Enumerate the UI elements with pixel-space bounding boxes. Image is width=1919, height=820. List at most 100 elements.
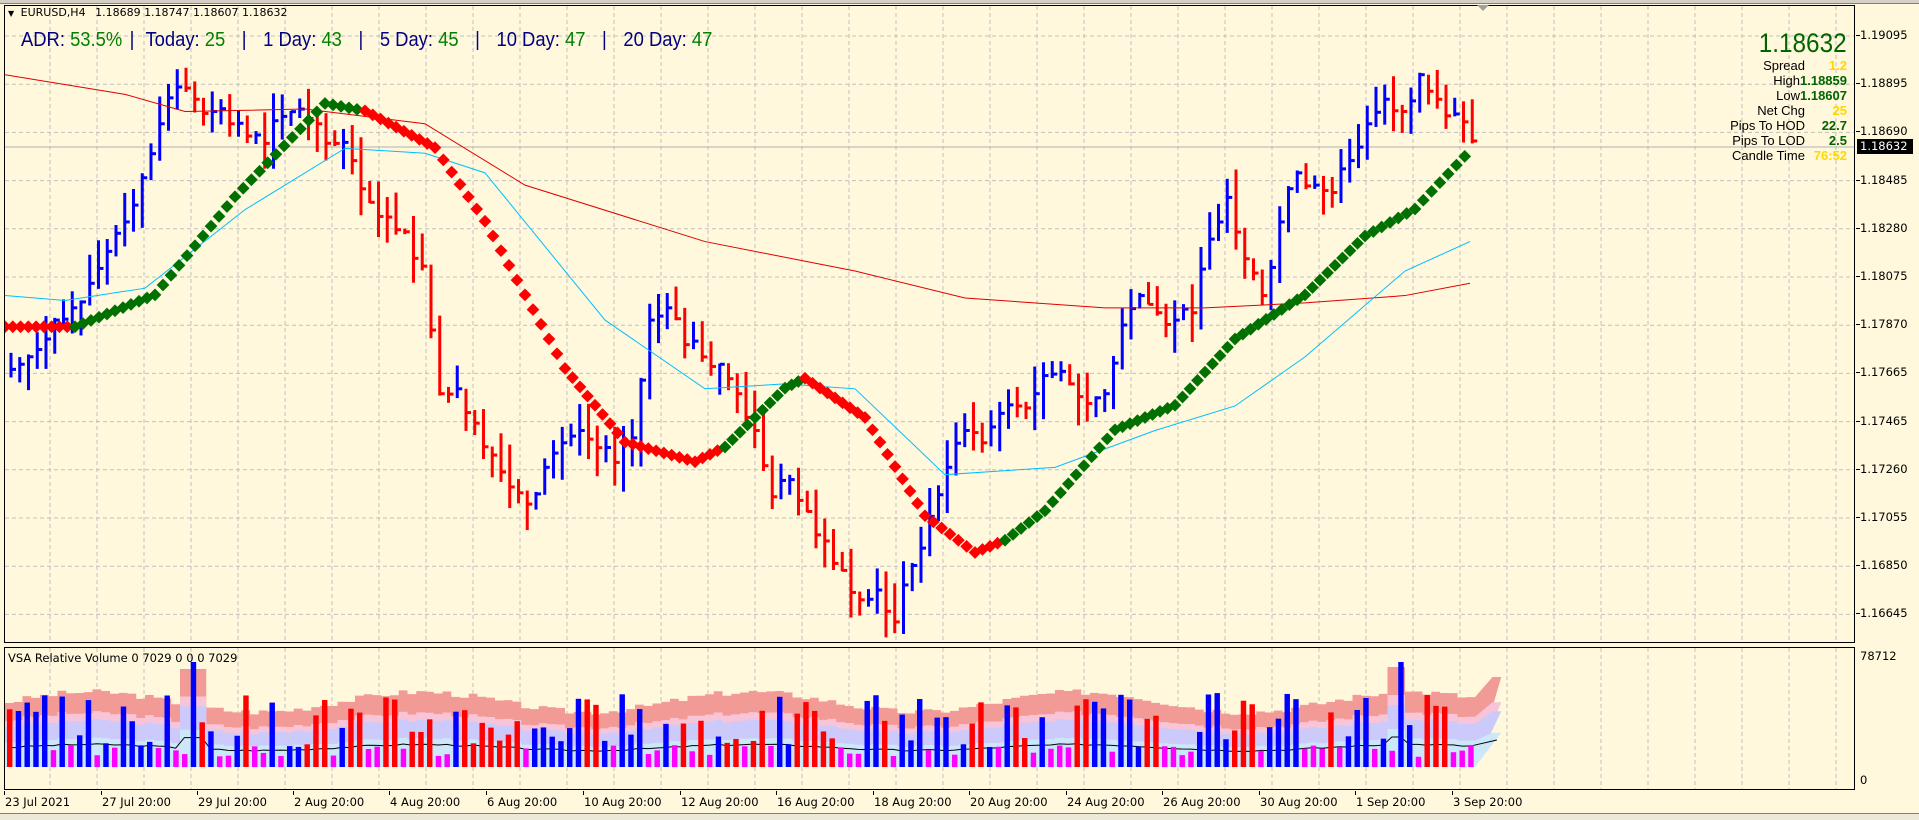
info-key: Net Chg (1757, 103, 1805, 118)
time-tick (873, 791, 874, 795)
price-label: 1.18895 (1860, 76, 1908, 91)
time-tick (389, 791, 390, 795)
adr-value-0: 53.5% (70, 29, 123, 51)
time-tick (4, 791, 5, 795)
adr-value-1: 25 (204, 29, 226, 51)
current-price-large: 1.18632 (1759, 28, 1847, 58)
price-label: 1.17260 (1860, 461, 1908, 476)
time-tick (486, 791, 487, 795)
adr-value-4: 47 (565, 29, 586, 51)
info-value: 22.7 (1821, 118, 1847, 133)
info-row-net-chg: Net Chg 25 (1757, 103, 1847, 118)
chart-header: ▼ EURUSD,H4 1.18689 1.18747 1.18607 1.18… (8, 6, 288, 19)
info-key: Pips To LOD (1732, 133, 1805, 148)
window-top-border (0, 0, 1919, 4)
price-label: 1.18485 (1860, 172, 1908, 187)
time-label: 2 Aug 20:00 (294, 795, 365, 809)
info-row-pips-to-hod: Pips To HOD 22.7 (1730, 118, 1847, 133)
time-label: 23 Jul 2021 (5, 795, 71, 809)
price-tick (1856, 517, 1860, 518)
price-tick (1856, 227, 1860, 229)
adr-value-5: 47 (691, 29, 713, 51)
time-tick (293, 791, 294, 795)
info-row-candle-time: Candle Time 76:52 (1732, 148, 1847, 163)
time-tick (1259, 791, 1260, 795)
price-label: 1.18280 (1860, 220, 1908, 235)
info-value: 2.5 (1828, 133, 1847, 148)
price-tick (1856, 468, 1860, 470)
time-tick (1162, 791, 1163, 795)
dropdown-triangle-icon[interactable]: ▼ (8, 9, 15, 18)
price-tick (1856, 179, 1860, 181)
info-row-high: High1.18859 (1773, 73, 1847, 88)
volume-indicator-pane[interactable] (4, 647, 1855, 790)
adr-label-0: ADR: (21, 29, 71, 51)
time-tick (1066, 791, 1067, 795)
time-label: 1 Sep 20:00 (1356, 795, 1426, 809)
info-row-pips-to-lod: Pips To LOD 2.5 (1732, 133, 1847, 148)
price-tick (1856, 372, 1860, 374)
time-tick (197, 791, 198, 795)
price-label: 1.17665 (1860, 365, 1908, 380)
adr-value-2: 43 (321, 29, 342, 51)
time-tick (776, 791, 777, 795)
adr-separator: | (475, 29, 480, 51)
time-axis[interactable]: 23 Jul 2021 27 Jul 20:00 29 Jul 20:00 2 Aug… (4, 791, 1855, 813)
time-label: 12 Aug 20:00 (681, 795, 759, 809)
price-tick (1856, 324, 1860, 326)
price-tick (1856, 613, 1860, 615)
adr-separator: | (602, 29, 607, 51)
time-label: 18 Aug 20:00 (874, 795, 952, 809)
price-chart-pane[interactable] (4, 5, 1855, 643)
time-tick (1452, 791, 1453, 795)
price-label: 1.17870 (1860, 317, 1908, 332)
volume-indicator-canvas[interactable] (5, 648, 1855, 790)
price-axis[interactable]: 1.19095 1.18895 1.18690 1.18485 1.18280 1.180… (1856, 5, 1919, 643)
indicator-title: VSA Relative Volume 0 7029 0 0 0 7029 (8, 651, 238, 665)
adr-label-5: 20 Day: (623, 29, 692, 51)
time-tick (680, 791, 681, 795)
info-value: 1.18859 (1800, 73, 1847, 88)
info-key: Candle Time (1732, 148, 1805, 163)
price-tick (1856, 131, 1860, 133)
time-tick (969, 791, 970, 795)
price-tick (1856, 420, 1860, 422)
symbol-label: EURUSD,H4 (20, 6, 86, 19)
price-label: 1.19095 (1860, 28, 1908, 42)
current-price-tag: 1.18632 (1857, 139, 1913, 154)
info-key: Pips To HOD (1730, 118, 1805, 133)
time-label: 10 Aug 20:00 (584, 795, 662, 809)
time-tick (101, 791, 102, 795)
time-label: 6 Aug 20:00 (487, 795, 558, 809)
time-label: 3 Sep 20:00 (1453, 795, 1523, 809)
time-label: 29 Jul 20:00 (198, 795, 267, 809)
time-label: 27 Jul 20:00 (102, 795, 171, 809)
adr-label-3: 5 Day: (379, 29, 439, 51)
info-panel: 1.18632 Spread 1.2 High1.18859 Low1.18607 Ne… (1730, 28, 1847, 164)
info-key: Low (1776, 88, 1800, 103)
adr-label-2: 1 Day: (263, 29, 322, 51)
price-chart-canvas[interactable] (5, 6, 1855, 643)
time-label: 4 Aug 20:00 (390, 795, 461, 809)
info-value: 1.18607 (1800, 88, 1847, 103)
price-tick (1856, 276, 1860, 277)
indicator-axis-min: 0 (1860, 773, 1868, 787)
price-tick (1856, 35, 1860, 36)
adr-value-3: 45 (438, 29, 459, 51)
time-label: 30 Aug 20:00 (1260, 795, 1338, 809)
price-label: 1.16850 (1860, 558, 1908, 573)
indicator-axis-max: 78712 (1860, 649, 1897, 663)
adr-indicator: ADR: 53.5% | Today: 25 | 1 Day: 43 | 5 Day: 45… (21, 29, 712, 52)
price-tick (1856, 565, 1860, 567)
ohlc-label: 1.18689 1.18747 1.18607 1.18632 (95, 6, 288, 19)
bottom-tab-strip (0, 813, 1919, 820)
adr-separator: | (129, 29, 135, 51)
info-key: Spread (1763, 58, 1805, 73)
info-value: 25 (1832, 103, 1847, 118)
chart-shift-marker[interactable] (1477, 5, 1489, 11)
price-label: 1.16645 (1860, 606, 1908, 621)
info-value: 76:52 (1813, 148, 1847, 163)
info-row-low: Low1.18607 (1776, 88, 1847, 103)
price-label: 1.17465 (1860, 413, 1908, 428)
